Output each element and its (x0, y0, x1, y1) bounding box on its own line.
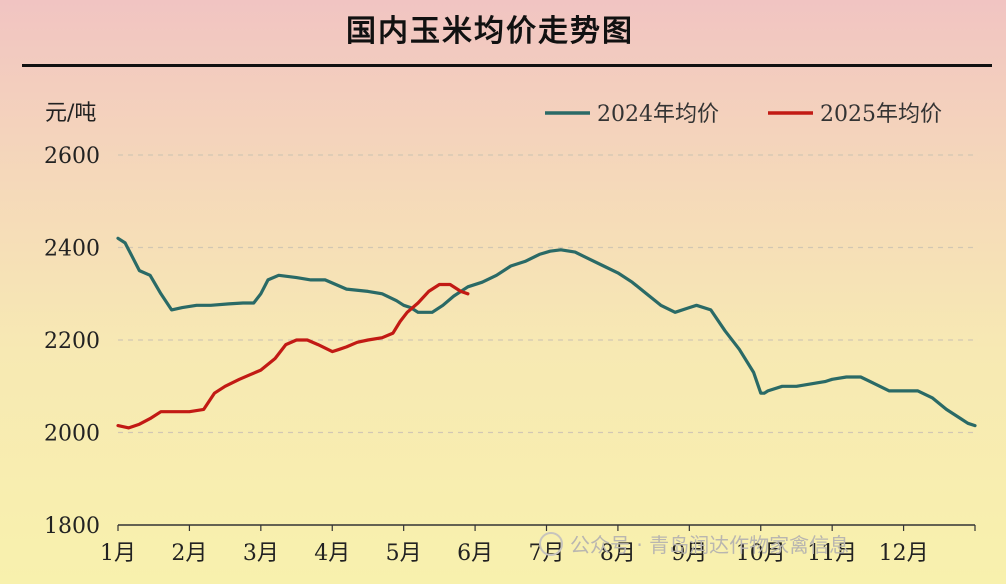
y-axis-unit-label: 元/吨 (45, 101, 96, 126)
watermark-text: 公众号 · 青岛润达作物家禽信息 (570, 533, 849, 557)
title-rule (22, 64, 992, 67)
series-line-2 (116, 282, 470, 430)
series-lines (116, 236, 977, 430)
x-tick-label: 9月 (671, 541, 707, 566)
x-axis-ticks: 1月 2月 3月 4月 5月 6月 7月 8月 9月 10月 11月 12月 (100, 525, 976, 566)
legend-label: 2025年均价 (820, 102, 942, 127)
x-tick-label: 6月 (457, 541, 493, 566)
x-tick-label: 3月 (243, 541, 279, 566)
x-tick-label: 10月 (736, 541, 786, 566)
y-tick-label: 2200 (44, 329, 100, 354)
x-tick-label: 11月 (807, 541, 857, 566)
grid-lines (118, 154, 975, 434)
x-tick-label: 1月 (100, 541, 136, 566)
y-axis-ticks: 1800 2000 2200 2400 2600 (44, 144, 100, 539)
chart-title: 国内玉米均价走势图 (346, 14, 634, 49)
legend-label: 2024年均价 (597, 102, 719, 127)
series-line-1 (116, 236, 977, 428)
x-tick-label: 5月 (386, 541, 422, 566)
x-tick-label: 2月 (171, 541, 207, 566)
x-tick-label: 12月 (879, 541, 929, 566)
y-tick-label: 2600 (44, 144, 100, 169)
y-tick-label: 1800 (44, 514, 100, 539)
wechat-icon (539, 532, 563, 556)
x-tick-label: 8月 (600, 541, 636, 566)
watermark: 公众号 · 青岛润达作物家禽信息 (539, 532, 849, 557)
y-tick-label: 2400 (44, 237, 100, 262)
legend: 2024年均价 2025年均价 (545, 102, 942, 127)
y-tick-label: 2000 (44, 422, 100, 447)
x-tick-label: 4月 (314, 541, 350, 566)
